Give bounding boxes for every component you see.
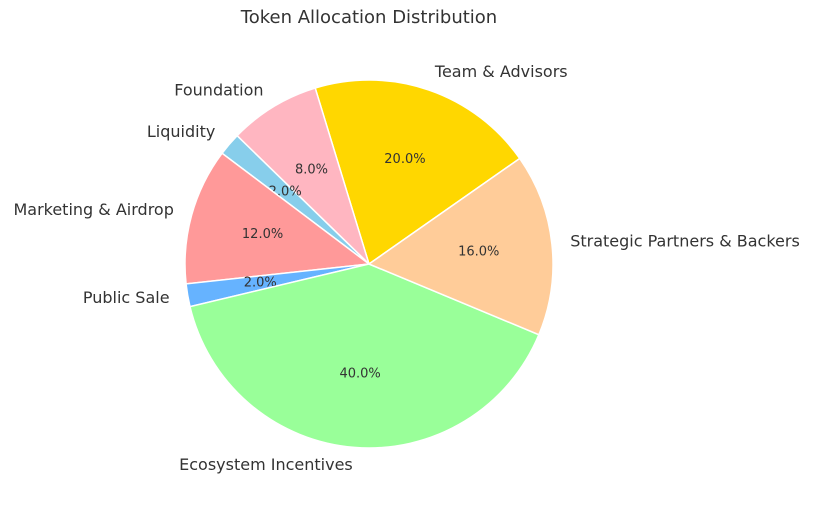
percent-label: 40.0% [339, 367, 380, 382]
slice-label: Team & Advisors [434, 62, 568, 81]
chart-title: Token Allocation Distribution [240, 7, 497, 28]
slice-label: Strategic Partners & Backers [570, 232, 800, 251]
pie-slice [184, 152, 371, 285]
percent-label: 12.0% [242, 227, 283, 242]
slice-label: Foundation [174, 81, 263, 100]
percent-label: 16.0% [458, 245, 499, 260]
slice-label: Liquidity [147, 122, 215, 141]
pie-slice [236, 87, 370, 265]
pie-slice [189, 263, 540, 449]
percent-label: 2.0% [244, 275, 277, 290]
slice-label: Public Sale [83, 288, 170, 307]
pie-slice [314, 79, 521, 266]
slice-label: Ecosystem Incentives [179, 455, 353, 474]
slice-label: Marketing & Airdrop [13, 200, 173, 219]
percent-label: 20.0% [384, 152, 425, 167]
pie-slice [367, 157, 554, 336]
percent-label: 8.0% [295, 162, 328, 177]
